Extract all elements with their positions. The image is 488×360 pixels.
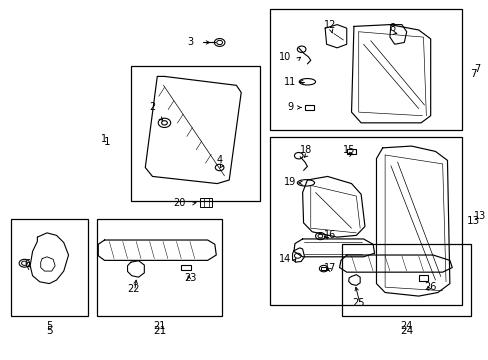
Text: 7: 7 <box>469 69 476 79</box>
Text: 11: 11 <box>284 77 296 87</box>
Text: 2: 2 <box>149 102 155 112</box>
Text: 12: 12 <box>323 19 335 30</box>
Text: 24: 24 <box>400 321 412 332</box>
Text: 4: 4 <box>216 156 222 165</box>
Text: 8: 8 <box>388 23 395 33</box>
Text: 5: 5 <box>46 321 52 332</box>
Text: 25: 25 <box>352 298 364 308</box>
Bar <box>200 198 212 207</box>
Bar <box>11 219 87 316</box>
Bar <box>269 9 461 130</box>
Bar <box>131 66 260 202</box>
Text: 6: 6 <box>25 259 31 269</box>
Text: 13: 13 <box>473 211 485 221</box>
Text: 24: 24 <box>399 327 412 337</box>
Text: 13: 13 <box>466 216 480 226</box>
Bar <box>346 149 355 154</box>
Text: 17: 17 <box>323 262 335 273</box>
Text: 10: 10 <box>279 52 291 62</box>
Text: 16: 16 <box>323 230 335 240</box>
Text: 22: 22 <box>127 284 139 294</box>
Text: 5: 5 <box>46 327 53 337</box>
Bar <box>321 267 325 270</box>
Bar <box>97 219 222 316</box>
Bar <box>269 137 461 305</box>
Text: 3: 3 <box>187 37 193 48</box>
Text: 18: 18 <box>299 145 311 155</box>
Text: 7: 7 <box>473 64 479 74</box>
Text: 20: 20 <box>173 198 185 208</box>
Bar <box>418 275 427 281</box>
Bar <box>341 244 470 316</box>
Text: 9: 9 <box>287 102 293 112</box>
Text: 26: 26 <box>424 282 436 292</box>
Bar <box>181 265 190 270</box>
Bar <box>305 105 313 110</box>
Text: 15: 15 <box>342 145 355 155</box>
Text: 14: 14 <box>279 253 291 264</box>
Text: 23: 23 <box>184 273 197 283</box>
Text: 1: 1 <box>101 134 107 144</box>
Text: 1: 1 <box>103 137 110 147</box>
Text: 21: 21 <box>153 321 165 332</box>
Text: 19: 19 <box>284 177 296 187</box>
Text: 21: 21 <box>153 327 166 337</box>
